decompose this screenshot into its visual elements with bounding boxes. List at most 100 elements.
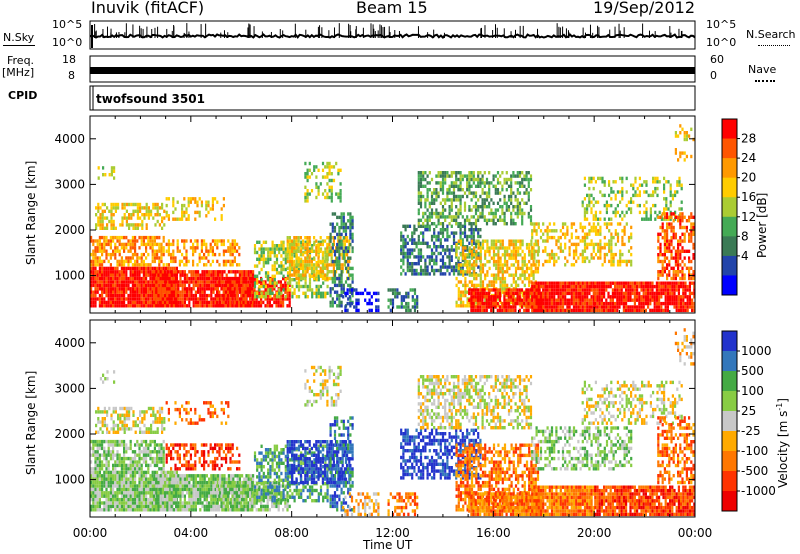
power-cell	[315, 288, 318, 292]
power-cell	[539, 229, 543, 233]
power-cell	[175, 287, 178, 291]
power-cell	[594, 308, 597, 313]
power-cell	[338, 239, 341, 243]
power-cell	[134, 280, 137, 284]
power-cell	[139, 206, 142, 210]
power-cell	[528, 253, 531, 257]
power-cell	[306, 266, 309, 270]
power-cell	[317, 274, 320, 278]
power-cell	[151, 273, 154, 277]
power-cell	[210, 293, 213, 298]
power-cell	[212, 304, 215, 308]
power-cell	[116, 276, 119, 281]
power-cell	[417, 218, 420, 222]
power-cell	[539, 295, 543, 299]
power-cell	[503, 246, 507, 250]
power-cell	[485, 205, 489, 209]
power-cell	[331, 287, 334, 291]
power-cell	[542, 301, 545, 306]
power-cell	[310, 259, 313, 264]
power-cell	[157, 304, 160, 308]
power-cell	[424, 224, 427, 228]
power-cell	[173, 297, 176, 301]
power-cell	[601, 193, 604, 198]
power-cell	[479, 205, 482, 209]
power-cell	[143, 206, 146, 210]
power-cell	[477, 273, 480, 277]
power-cell	[505, 298, 508, 302]
power-cell	[156, 202, 159, 207]
power-cell	[444, 218, 447, 222]
power-cell	[255, 300, 258, 305]
power-cell	[468, 266, 471, 271]
power-cell	[227, 259, 230, 264]
power-cell	[229, 252, 232, 257]
power-cell	[136, 276, 139, 281]
power-cell	[291, 263, 294, 267]
power-cell	[264, 304, 267, 308]
power-cell	[446, 238, 449, 242]
power-cell	[441, 181, 445, 185]
power-cell	[297, 242, 300, 247]
power-cell	[176, 242, 179, 247]
power-cell	[616, 239, 620, 243]
power-cell	[597, 229, 600, 233]
power-cell	[338, 273, 341, 277]
power-cell	[570, 288, 573, 292]
power-cell	[284, 250, 287, 255]
power-cell	[344, 229, 348, 233]
power-cell	[430, 258, 434, 262]
power-cell	[192, 246, 195, 250]
power-cell	[297, 284, 301, 289]
power-cell	[485, 194, 489, 199]
power-cell	[172, 203, 175, 208]
power-cell	[459, 263, 463, 267]
power-cell	[400, 248, 403, 252]
power-cell	[304, 256, 307, 260]
power-cell	[172, 197, 175, 201]
power-cell	[506, 270, 509, 274]
power-cell	[579, 239, 582, 243]
power-cell	[349, 215, 352, 220]
power-cell	[405, 305, 408, 309]
power-cell	[153, 266, 156, 271]
power-cell	[147, 242, 150, 247]
power-cell	[470, 228, 473, 232]
power-cell	[474, 295, 477, 299]
power-cell	[109, 235, 112, 240]
power-cell	[175, 297, 178, 301]
power-cell	[92, 283, 95, 288]
power-cell	[368, 291, 371, 296]
power-cell	[514, 242, 518, 247]
power-cell	[557, 301, 560, 306]
power-cell	[149, 273, 152, 277]
power-cell	[168, 290, 171, 294]
power-cell	[590, 200, 593, 204]
power-cell	[450, 268, 453, 273]
power-cell	[103, 249, 106, 253]
power-cell	[140, 300, 143, 305]
power-cell	[319, 247, 323, 251]
power-cell	[197, 283, 200, 288]
power-cell	[145, 297, 148, 301]
power-cell	[264, 257, 268, 261]
power-cell	[238, 276, 241, 281]
power-cell	[671, 193, 674, 198]
power-cell	[462, 273, 465, 277]
power-cell	[120, 276, 123, 281]
power-cell	[555, 284, 558, 289]
power-cell	[205, 304, 208, 308]
power-cell	[155, 283, 158, 288]
power-cell	[172, 239, 175, 243]
power-cell	[525, 188, 528, 192]
power-cell	[114, 287, 117, 291]
power-cell	[326, 246, 329, 250]
power-cell	[548, 222, 551, 226]
power-cell	[450, 184, 453, 188]
power-cell	[579, 301, 582, 306]
power-cell	[181, 297, 184, 301]
power-cell	[468, 228, 471, 232]
power-cell	[98, 249, 101, 253]
power-cell	[437, 245, 440, 249]
power-cell	[275, 244, 279, 248]
